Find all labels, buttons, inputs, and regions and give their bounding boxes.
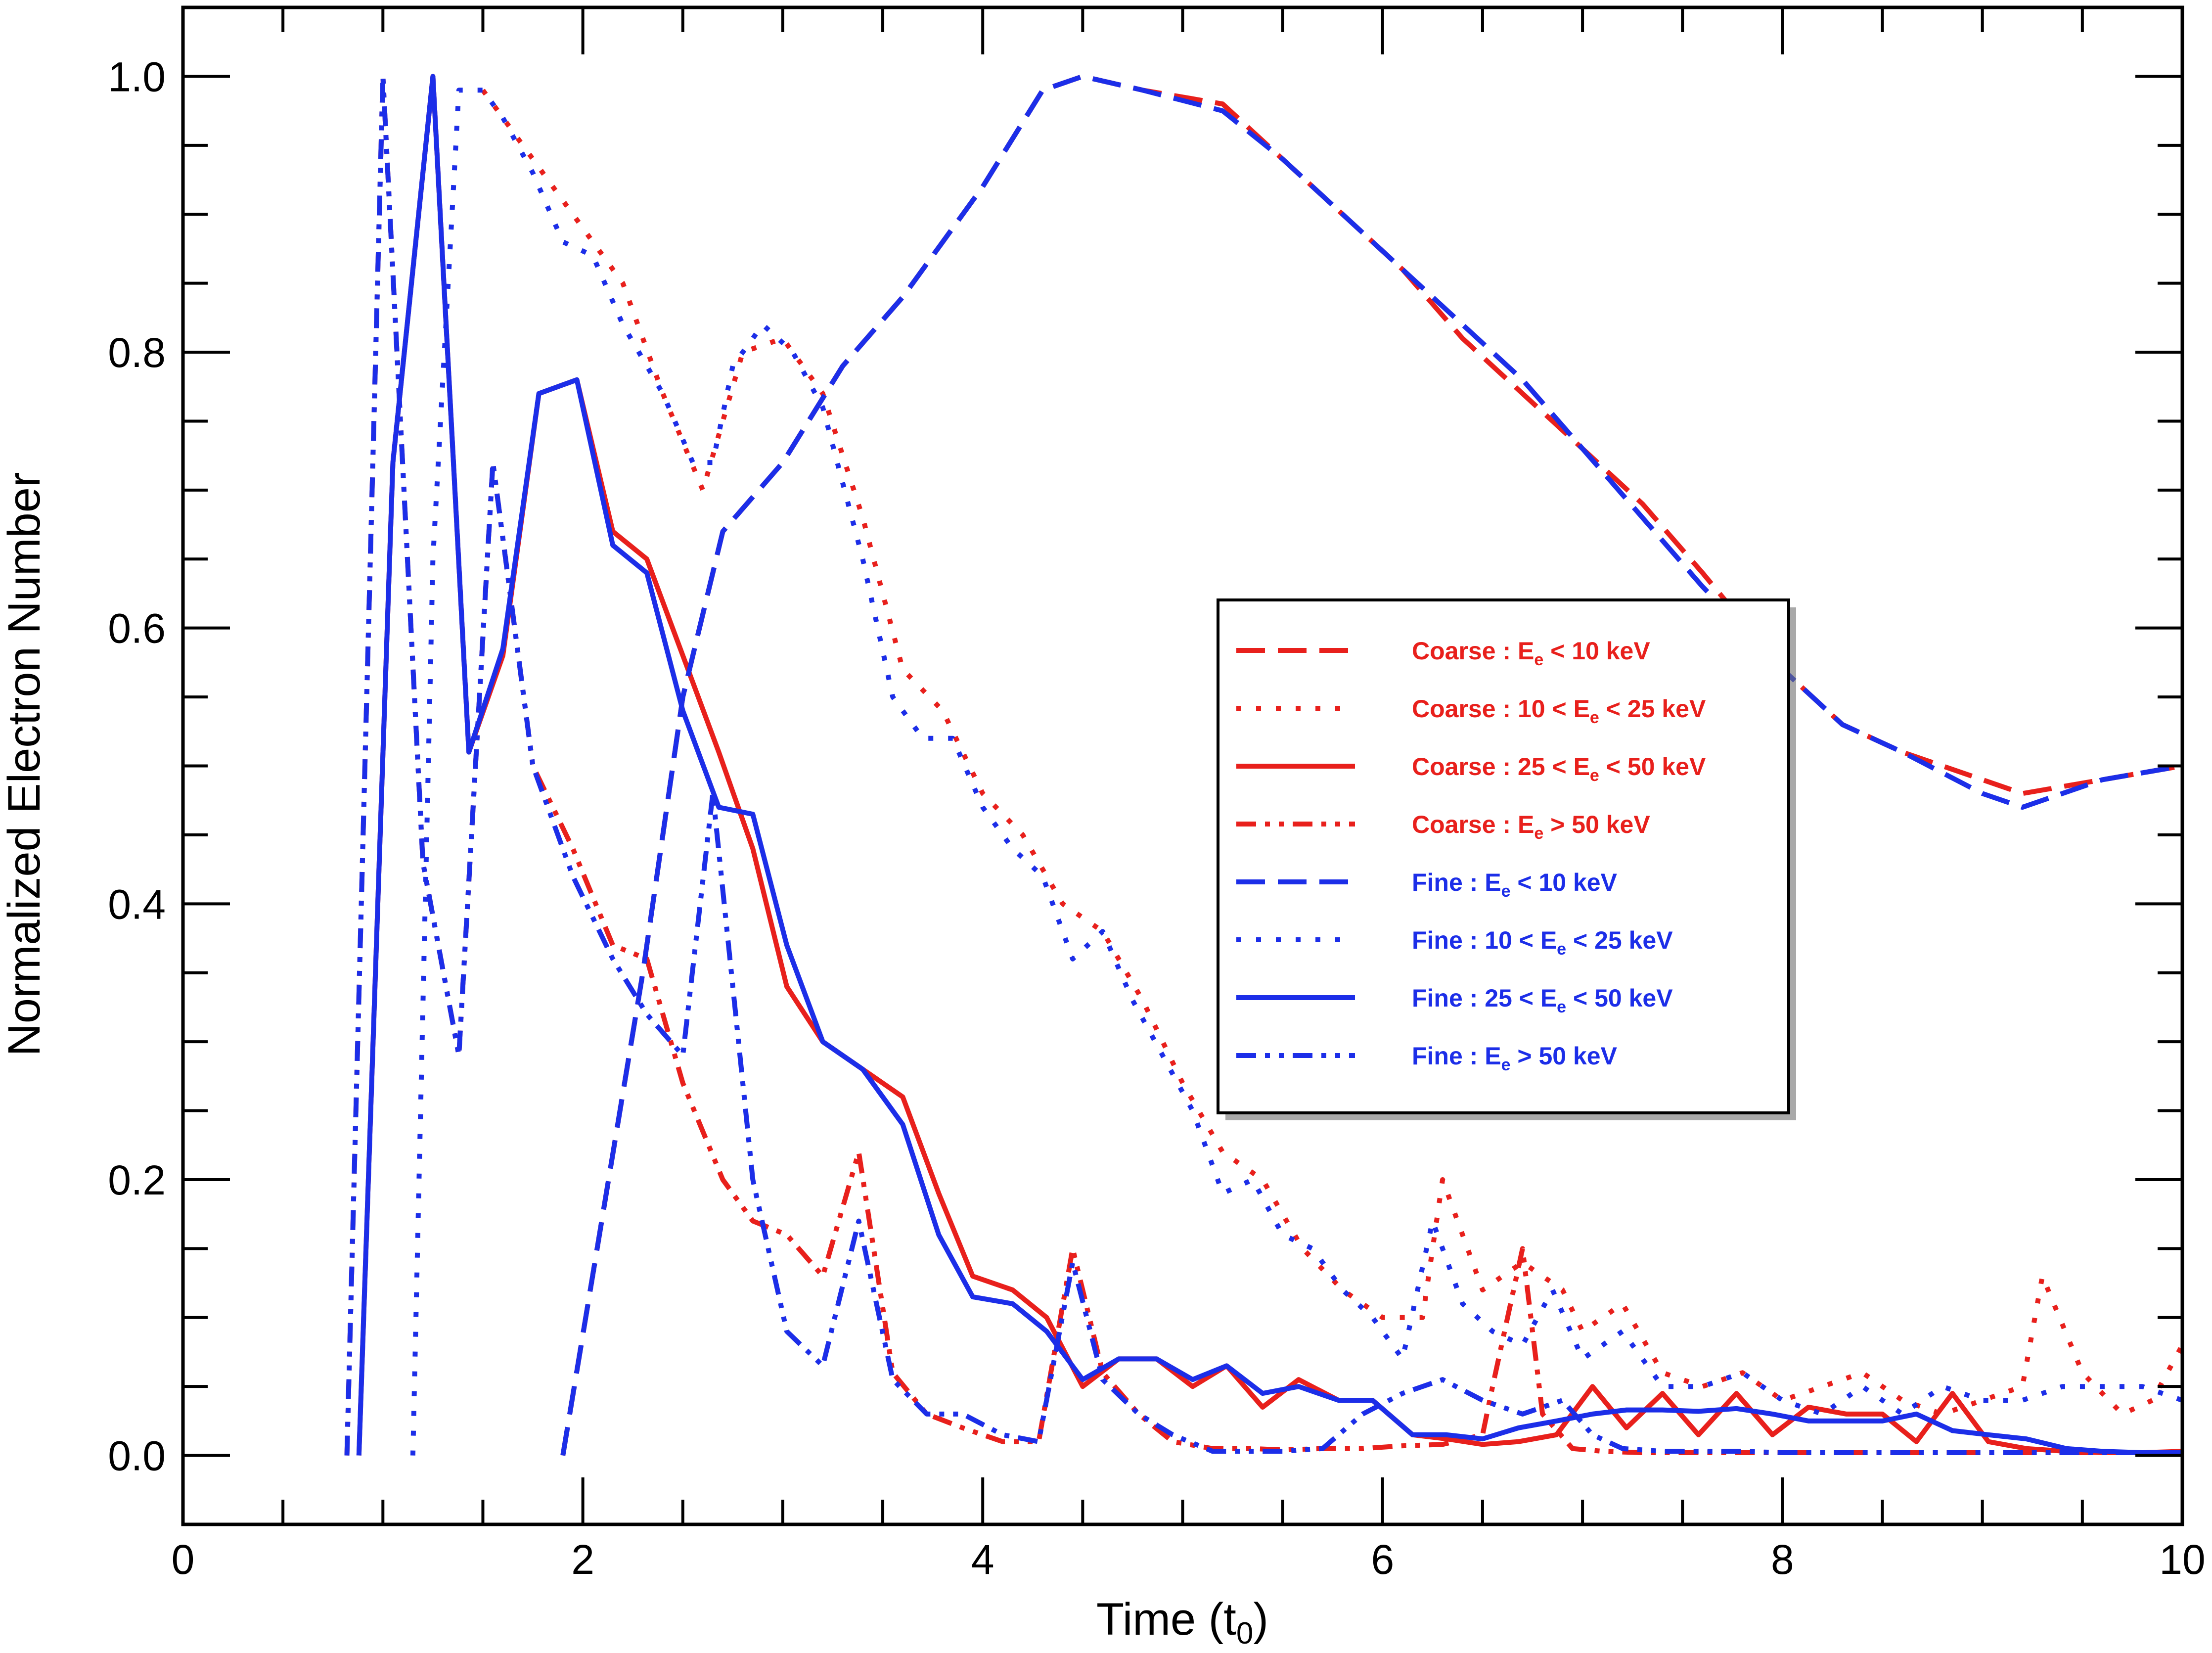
legend-label-main: Coarse : E	[1412, 637, 1534, 665]
y-tick-label: 0.6	[108, 605, 166, 652]
legend-label-sub: e	[1501, 1056, 1511, 1074]
legend-label-sub: e	[1534, 650, 1543, 669]
x-tick-label: 2	[571, 1536, 594, 1583]
legend-label-main: Fine : 25 < E	[1412, 984, 1557, 1012]
legend-label-sub: e	[1557, 998, 1566, 1016]
legend-label-6: Fine : 10 < Ee < 25 keV	[1412, 926, 1673, 959]
series-line-5	[560, 74, 2183, 1456]
legend-label-1: Coarse : Ee < 10 keV	[1412, 637, 1650, 669]
series-layer	[344, 74, 2185, 1456]
legend-label-sub: e	[1557, 940, 1566, 959]
legend-label-sub: e	[1590, 708, 1599, 727]
legend-label-suffix: > 50 keV	[1511, 1042, 1618, 1070]
y-tick-label: 0.2	[108, 1157, 166, 1203]
plot-frame	[181, 5, 2184, 1526]
x-tick-label: 8	[1771, 1536, 1794, 1583]
legend-label-main: Fine : E	[1412, 1042, 1501, 1070]
x-tick-label: 4	[971, 1536, 994, 1583]
x-axis-title: Time (t0)	[1096, 1594, 1268, 1651]
legend-box	[1217, 598, 1790, 1114]
x-axis-title-suffix: )	[1253, 1594, 1268, 1645]
legend-label-suffix: > 50 keV	[1543, 811, 1650, 838]
legend-label-sub: e	[1534, 824, 1543, 843]
x-axis-title-sub: 0	[1236, 1616, 1253, 1651]
tick-labels-layer: 0 2 4 6 8 10 0.0 0.2 0.4 0.6 0.8 1.0	[108, 53, 2206, 1583]
legend-label-suffix: < 10 keV	[1543, 637, 1650, 665]
y-tick-label: 0.0	[108, 1433, 166, 1479]
x-tick-label: 0	[172, 1536, 195, 1583]
y-tick-label: 0.8	[108, 329, 166, 376]
legend-label-8: Fine : Ee > 50 keV	[1412, 1042, 1618, 1074]
x-axis-title-main: Time (t	[1096, 1594, 1236, 1645]
legend-label-main: Coarse : 25 < E	[1412, 753, 1590, 781]
legend-label-suffix: < 25 keV	[1599, 695, 1706, 723]
legend-label-suffix: < 10 keV	[1511, 869, 1618, 896]
series-line-3	[356, 74, 2183, 1456]
ticks-layer	[181, 7, 2184, 1524]
legend-label-sub: e	[1501, 882, 1511, 901]
legend-label-suffix: < 50 keV	[1599, 753, 1706, 781]
legend-label-4: Coarse : Ee > 50 keV	[1412, 811, 1650, 843]
y-axis-title: Normalized Electron Number	[0, 472, 49, 1056]
series-line-7	[356, 74, 2182, 1456]
y-tick-label: 0.4	[108, 881, 166, 927]
legend-label-main: Coarse : 10 < E	[1412, 695, 1590, 723]
legend-label-sub: e	[1590, 766, 1599, 785]
legend-label-main: Fine : 10 < E	[1412, 926, 1557, 954]
legend-label-7: Fine : 25 < Ee < 50 keV	[1412, 984, 1673, 1016]
legend-label-2: Coarse : 10 < Ee < 25 keV	[1412, 695, 1706, 727]
x-tick-label: 6	[1371, 1536, 1394, 1583]
y-tick-label: 1.0	[108, 53, 166, 100]
legend-label-main: Fine : E	[1412, 869, 1501, 896]
series-line-4	[344, 74, 2182, 1456]
legend-label-5: Fine : Ee < 10 keV	[1412, 869, 1618, 901]
series-line-6	[410, 88, 2183, 1456]
legend-label-suffix: < 50 keV	[1566, 984, 1673, 1012]
legend-label-suffix: < 25 keV	[1566, 926, 1673, 954]
x-tick-label: 10	[2159, 1536, 2205, 1583]
legend-label-3: Coarse : 25 < Ee < 50 keV	[1412, 753, 1706, 785]
legend-label-main: Coarse : E	[1412, 811, 1534, 838]
